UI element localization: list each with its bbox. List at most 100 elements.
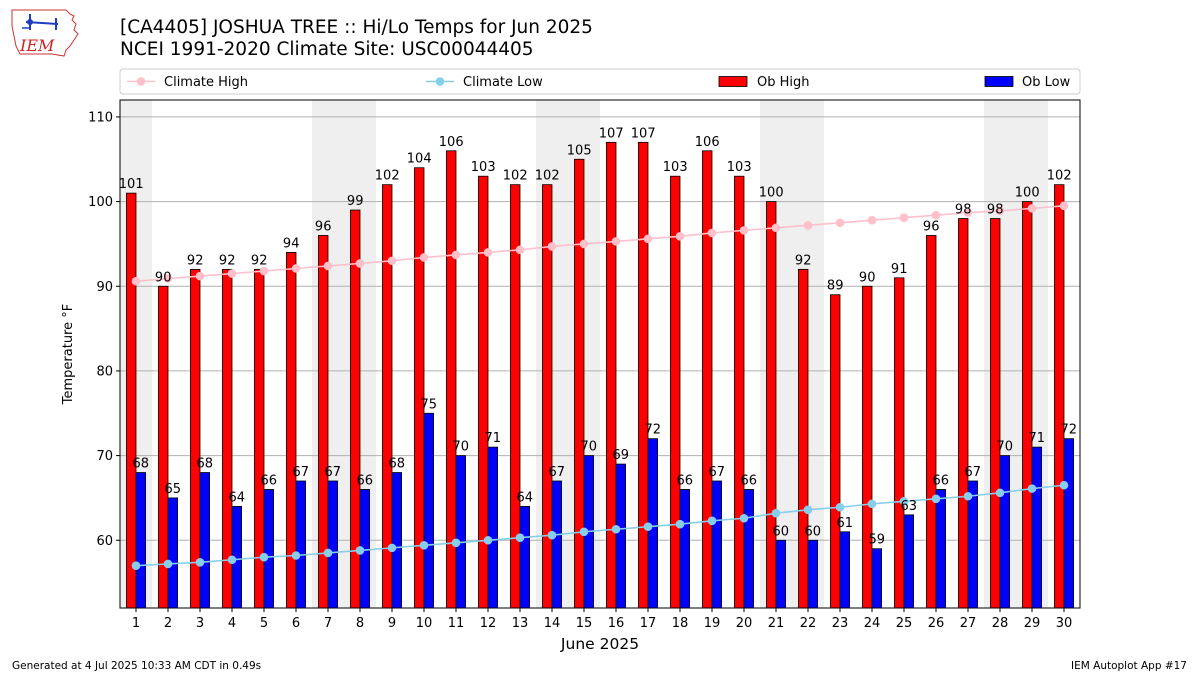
ob-high-bar bbox=[670, 175, 681, 609]
ob-low-bar bbox=[295, 480, 307, 609]
climate-high-line bbox=[135, 205, 1065, 282]
climate-high-point bbox=[163, 274, 173, 283]
ob-high-label: 105 bbox=[567, 143, 592, 158]
ob-high-label: 98 bbox=[955, 203, 972, 218]
x-tick-label: 15 bbox=[576, 616, 593, 631]
x-tick-label: 3 bbox=[196, 616, 204, 631]
ob-high-bar bbox=[574, 158, 585, 609]
ob-low-label: 71 bbox=[1029, 431, 1046, 446]
climate-high-point bbox=[643, 234, 653, 244]
ob-high-label: 100 bbox=[759, 186, 784, 201]
ob-high-label: 103 bbox=[663, 160, 688, 175]
ob-low-label: 68 bbox=[197, 457, 214, 472]
climate-low-point bbox=[451, 538, 461, 548]
ob-low-bar bbox=[1031, 446, 1043, 609]
ob-high-bar bbox=[862, 285, 873, 609]
x-axis-label: June 2025 bbox=[560, 635, 639, 653]
ob-high-label: 98 bbox=[987, 203, 1004, 218]
climate-low-point bbox=[611, 524, 621, 534]
ob-high-bar bbox=[926, 235, 937, 609]
legend-ob-low-label: Ob Low bbox=[1022, 75, 1071, 90]
ob-high-bar bbox=[157, 285, 169, 609]
ob-low-label: 72 bbox=[645, 423, 662, 438]
ob-high-label: 102 bbox=[375, 169, 400, 184]
ob-high-label: 102 bbox=[1047, 169, 1072, 184]
climate-low-point bbox=[259, 552, 269, 562]
climate-low-point bbox=[323, 548, 333, 558]
legend-climate-low-marker bbox=[435, 77, 445, 86]
climate-high-point bbox=[387, 256, 397, 266]
climate-high-point bbox=[963, 208, 973, 217]
ob-high-label: 90 bbox=[155, 270, 172, 285]
app-credit: IEM Autoplot App #17 bbox=[1071, 660, 1187, 672]
x-tick-label: 14 bbox=[544, 616, 561, 631]
legend-climate-high-marker bbox=[136, 77, 146, 86]
climate-high-point bbox=[259, 266, 269, 276]
climate-high-point bbox=[739, 226, 749, 235]
x-tick-label: 8 bbox=[356, 616, 364, 631]
ob-low-bar bbox=[135, 472, 147, 609]
x-tick-label: 23 bbox=[832, 616, 849, 631]
ob-low-bar bbox=[327, 480, 339, 609]
x-tick-label: 1 bbox=[132, 616, 140, 631]
ob-low-label: 63 bbox=[901, 499, 918, 514]
ob-high-label: 92 bbox=[251, 253, 268, 268]
y-axis-label: Temperature °F bbox=[61, 304, 76, 405]
legend-climate-high-label: Climate High bbox=[164, 75, 248, 90]
climate-low-point bbox=[515, 533, 525, 543]
climate-low-point bbox=[131, 561, 141, 570]
ob-high-bar bbox=[894, 277, 905, 609]
ob-high-label: 92 bbox=[187, 253, 204, 268]
ob-low-bar bbox=[615, 463, 627, 609]
ob-low-bar bbox=[679, 489, 691, 609]
ob-high-label: 107 bbox=[599, 126, 624, 141]
climate-high-point bbox=[867, 215, 877, 225]
ob-low-bar bbox=[711, 480, 723, 609]
climate-low-point bbox=[579, 527, 589, 537]
ob-high-label: 106 bbox=[695, 135, 720, 150]
ob-high-bar bbox=[126, 192, 137, 609]
climate-high-point bbox=[131, 276, 141, 286]
ob-high-bar bbox=[990, 218, 1001, 609]
ob-low-bar bbox=[455, 455, 467, 609]
ob-low-bar bbox=[551, 480, 563, 609]
legend-climate-low-label: Climate Low bbox=[463, 75, 543, 90]
ob-low-label: 69 bbox=[613, 448, 630, 463]
ob-low-label: 67 bbox=[549, 465, 566, 480]
climate-low-point bbox=[387, 543, 397, 553]
ob-low-label: 70 bbox=[997, 440, 1014, 455]
x-tick-label: 7 bbox=[324, 616, 332, 631]
x-tick-label: 5 bbox=[260, 616, 268, 631]
climate-high-point bbox=[611, 237, 621, 246]
ob-low-label: 65 bbox=[165, 482, 182, 497]
climate-high-point bbox=[771, 223, 781, 233]
x-tick-label: 30 bbox=[1056, 616, 1073, 631]
climate-high-point bbox=[899, 213, 909, 222]
ob-low-bar bbox=[999, 455, 1011, 609]
x-tick-label: 22 bbox=[800, 616, 817, 631]
climate-high-point bbox=[579, 239, 589, 249]
ob-low-bar bbox=[807, 539, 819, 609]
climate-low-point bbox=[1027, 484, 1037, 493]
climate-low-point bbox=[643, 522, 653, 532]
climate-low-point bbox=[355, 546, 365, 555]
ob-high-label: 102 bbox=[503, 169, 528, 184]
ob-low-bar bbox=[871, 548, 883, 609]
climate-low-point bbox=[1059, 480, 1069, 490]
climate-low-line bbox=[135, 484, 1065, 567]
ob-high-label: 96 bbox=[315, 219, 332, 234]
climate-low-point bbox=[419, 541, 429, 550]
climate-high-point bbox=[1027, 204, 1037, 213]
ob-low-label: 72 bbox=[1061, 423, 1078, 438]
ob-low-label: 64 bbox=[229, 490, 246, 505]
climate-low-point bbox=[163, 559, 173, 569]
ob-low-bar bbox=[935, 489, 947, 609]
climate-low-point bbox=[899, 497, 909, 506]
ob-high-label: 99 bbox=[347, 194, 364, 209]
ob-high-bar bbox=[702, 150, 713, 609]
climate-low-point bbox=[227, 555, 237, 565]
y-tick-label: 80 bbox=[96, 364, 113, 379]
ob-high-label: 106 bbox=[439, 135, 464, 150]
ob-low-label: 75 bbox=[421, 397, 438, 412]
ob-high-label: 96 bbox=[923, 219, 940, 234]
